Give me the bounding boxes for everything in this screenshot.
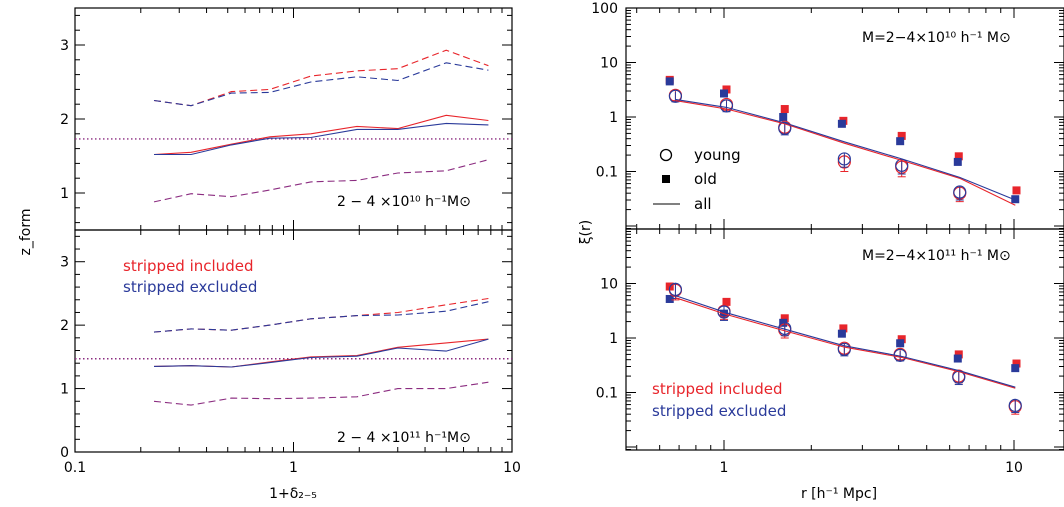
rt-circle-point — [837, 152, 851, 166]
legend-young-label: young — [694, 146, 741, 164]
rt-ytick-label: 1 — [609, 110, 618, 126]
legend-all-label: all — [694, 195, 712, 213]
lb-ytick-label: 2 — [60, 318, 69, 334]
rt-square-point — [897, 131, 906, 140]
lt-series-0 — [153, 114, 489, 156]
left-xtick-label: 1 — [289, 460, 298, 476]
rb-square-point — [954, 350, 963, 359]
rt-square-point — [837, 119, 846, 128]
rb-square-point — [722, 297, 731, 306]
rb-square-point — [1012, 359, 1021, 368]
lb-ytick-label: 3 — [60, 255, 69, 271]
lb-series-2 — [153, 297, 489, 333]
lb-series-4 — [153, 381, 489, 406]
left-xtick-label: 0.1 — [64, 460, 86, 476]
rt-square-point — [896, 137, 905, 146]
lt-series-4 — [153, 159, 489, 203]
rb-square-point — [897, 335, 906, 344]
rt-ytick-label: 100 — [591, 1, 618, 17]
rt-circle-point — [668, 89, 683, 103]
legend-bottom-stripped-included: stripped included — [652, 380, 782, 398]
lb-series-1 — [153, 338, 489, 368]
rb-circle-point — [837, 342, 851, 356]
right-x-axis-title: r [h⁻¹ Mpc] — [801, 486, 877, 502]
xi-panel-bottom: 0.1 1 10 1 10 — [596, 228, 1064, 476]
right-y-axis-title: ξ(r) — [578, 220, 594, 245]
rb-ytick-label: 10 — [600, 277, 618, 293]
rt-square-point — [1012, 186, 1021, 195]
zform-panel-bottom: 0 1 2 3 0.1 1 10 — [60, 229, 521, 476]
rb-square-point — [953, 354, 962, 363]
rb-circle-point — [778, 321, 792, 336]
rb-model-line-4 — [675, 297, 1016, 389]
rb-square-point — [839, 324, 848, 333]
left-x-axis-title: 1+δ₂₋₅ — [269, 486, 317, 502]
rb-square-point — [1011, 364, 1020, 373]
left-y-axis-title: z_form — [18, 209, 34, 256]
lb-ytick-label: 0 — [60, 445, 69, 461]
rt-circle-point — [953, 185, 967, 199]
left-top-mass-label: 2 − 4 ×10¹⁰ h⁻¹M⊙ — [337, 194, 471, 210]
rb-circle-point — [668, 282, 683, 296]
lt-ytick-label: 2 — [60, 112, 69, 128]
lt-series-1 — [154, 122, 489, 156]
rb-square-point — [780, 314, 789, 323]
lb-series-0 — [153, 338, 489, 368]
rt-square-point — [780, 105, 789, 114]
rt-square-point — [954, 152, 963, 161]
lb-series-3 — [153, 301, 489, 333]
rt-square-point — [1011, 195, 1020, 204]
lb-ytick-label: 1 — [60, 382, 69, 398]
legend-bottom-stripped-excluded: stripped excluded — [652, 402, 786, 420]
legend-old-marker — [662, 175, 670, 183]
rb-circle-point — [1008, 398, 1022, 412]
rb-model-line-5 — [675, 295, 1016, 388]
right-xtick-label: 1 — [720, 460, 729, 476]
rt-square-point — [953, 157, 962, 166]
panel-rb-frame — [625, 228, 1064, 451]
left-xtick-label: 10 — [503, 460, 521, 476]
right-top-mass-label: M=2−4×10¹⁰ h⁻¹ M⊙ — [862, 30, 1011, 46]
rt-circle-point — [778, 121, 792, 135]
rb-ytick-label: 1 — [609, 331, 618, 347]
rb-ytick-label: 0.1 — [596, 386, 618, 402]
lt-ytick-label: 3 — [60, 38, 69, 54]
lt-series-2 — [153, 49, 489, 107]
rt-model-line-4 — [675, 100, 1016, 206]
legend-old-label: old — [694, 170, 717, 188]
rt-ytick-label: 10 — [600, 56, 618, 72]
right-bottom-mass-label: M=2−4×10¹¹ h⁻¹ M⊙ — [862, 248, 1011, 264]
legend-stripped-included: stripped included — [123, 257, 253, 275]
rb-square-point — [665, 294, 674, 303]
rt-square-point — [720, 89, 728, 98]
left-bottom-mass-label: 2 − 4 ×10¹¹ h⁻¹M⊙ — [337, 430, 471, 446]
legend-young-marker — [659, 148, 673, 162]
lt-ytick-label: 1 — [60, 186, 69, 202]
right-xtick-label: 10 — [1005, 460, 1023, 476]
rt-ytick-label: 0.1 — [596, 165, 618, 181]
rt-square-point — [665, 77, 674, 86]
rt-square-point — [779, 113, 788, 121]
rt-circle-point — [719, 99, 734, 113]
lt-series-3 — [153, 62, 489, 107]
rt-model-line-5 — [675, 98, 1016, 201]
legend-stripped-excluded: stripped excluded — [123, 278, 257, 296]
rb-square-point — [837, 329, 846, 338]
rb-square-point — [896, 339, 905, 348]
rt-square-point — [722, 85, 731, 94]
